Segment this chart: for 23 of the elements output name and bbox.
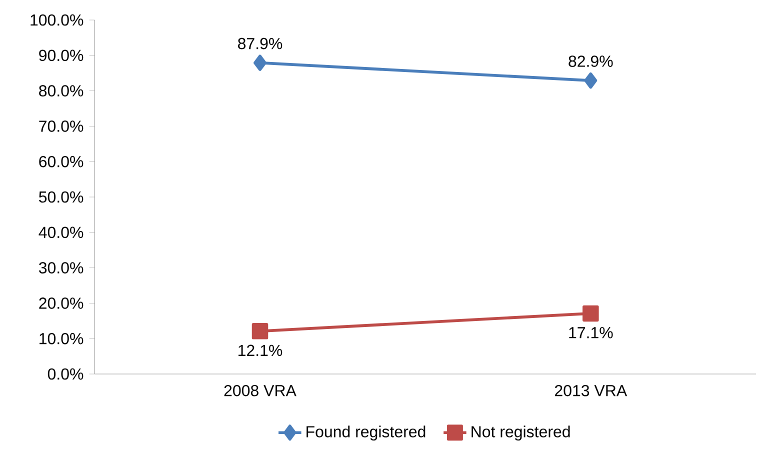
x-tick-label: 2013 VRA [555,384,628,396]
y-tick-label: 80.0% [39,85,84,96]
data-label: 17.1% [569,327,613,338]
point [254,54,266,71]
y-tick-label: 100.0% [30,14,84,26]
y-tick-label: 20.0% [39,298,84,309]
legend-label: Found registered [306,426,426,441]
legend-label: Not registered [472,426,570,441]
y-tick-label: 30.0% [38,262,84,274]
y-tick-label: 50.0% [39,191,84,203]
y-tick-label: 60.0% [39,156,84,168]
y-tick-label: 10.0% [40,332,84,344]
point [582,305,599,322]
data-label: 12.1% [238,344,282,356]
x-tick-label: 2008 VRA [224,384,296,396]
y-tick-label: 90.0% [39,50,84,62]
y-tick-label: 70.0% [39,120,84,132]
data-label: 82.9% [568,56,613,67]
point [584,72,598,89]
y-tick-label: 0.0% [48,368,84,380]
data-label: 87.9% [238,38,282,50]
point [252,323,268,340]
y-tick-label: 40.0% [38,226,84,238]
